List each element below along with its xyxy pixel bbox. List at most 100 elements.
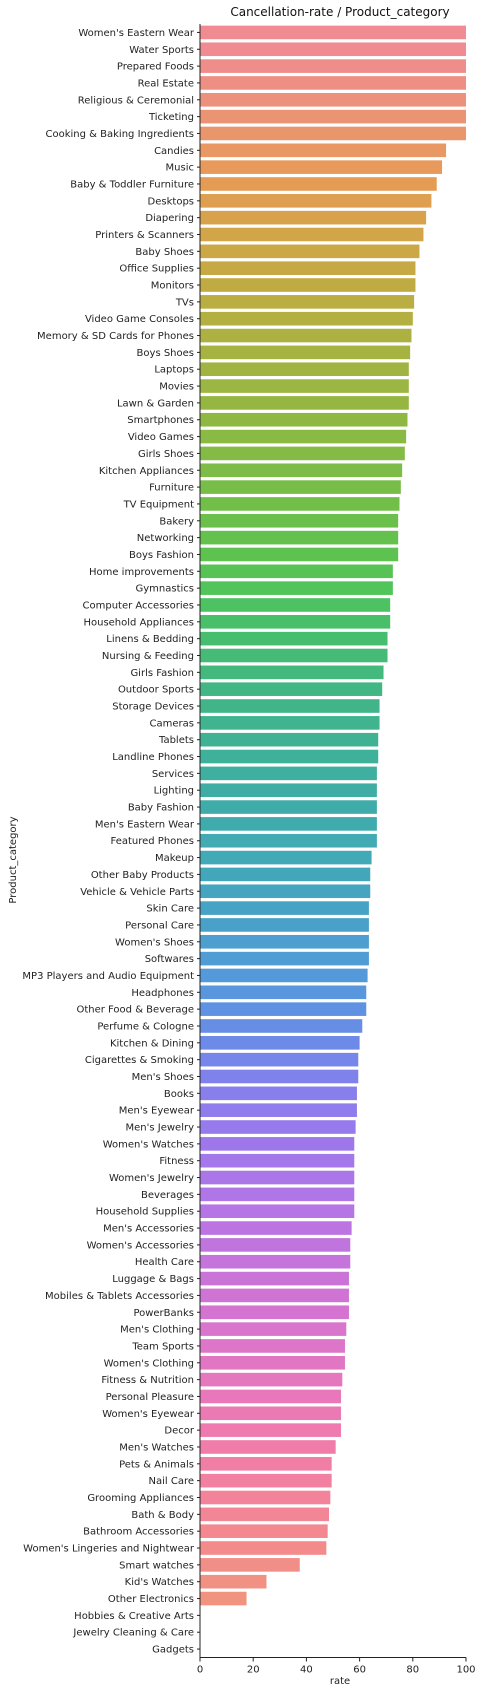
bar bbox=[200, 109, 466, 124]
bar bbox=[200, 328, 412, 343]
y-tick-label: Prepared Foods bbox=[117, 62, 194, 73]
bar bbox=[200, 1103, 357, 1117]
bar bbox=[200, 716, 380, 730]
y-tick-label: Music bbox=[166, 163, 194, 174]
bar bbox=[200, 463, 403, 478]
x-tick-label: 80 bbox=[406, 1664, 419, 1675]
y-tick-label: Featured Phones bbox=[110, 836, 194, 847]
x-axis-label: rate bbox=[330, 1676, 350, 1687]
y-tick-label: Women's Accessories bbox=[87, 1240, 194, 1251]
y-tick-label: Girls Fashion bbox=[130, 668, 194, 679]
y-tick-label: Personal Pleasure bbox=[106, 1392, 194, 1403]
y-tick-label: Skin Care bbox=[146, 904, 194, 915]
bar bbox=[200, 1305, 349, 1320]
bar bbox=[200, 446, 405, 461]
y-tick-label: Diapering bbox=[145, 213, 194, 224]
bar bbox=[200, 1137, 355, 1151]
y-tick-label: Water Sports bbox=[129, 45, 194, 56]
y-tick-label: Fitness bbox=[159, 1156, 194, 1167]
bar bbox=[200, 1238, 351, 1252]
y-tick-label: Printers & Scanners bbox=[95, 230, 194, 241]
bar bbox=[200, 547, 399, 562]
y-tick-label: Women's Jewelry bbox=[109, 1173, 194, 1184]
y-tick-label: Vehicle & Vehicle Parts bbox=[80, 887, 194, 898]
bar bbox=[200, 210, 427, 225]
y-tick-label: Books bbox=[164, 1089, 194, 1100]
y-tick-label: Linens & Bedding bbox=[106, 634, 194, 645]
y-tick-label: Gadgets bbox=[152, 1645, 194, 1656]
y-tick-label: Baby Shoes bbox=[135, 247, 194, 258]
bar bbox=[200, 1069, 359, 1084]
bar bbox=[200, 497, 400, 511]
bar bbox=[200, 412, 408, 427]
bar bbox=[200, 1389, 341, 1404]
y-tick-label: Boys Fashion bbox=[129, 550, 194, 561]
y-tick-label: Mobiles & Tablets Accessories bbox=[45, 1291, 194, 1302]
y-tick-label: Bath & Body bbox=[131, 1510, 194, 1521]
bar bbox=[200, 345, 411, 360]
bar bbox=[200, 631, 388, 646]
y-tick-label: Services bbox=[152, 769, 194, 780]
y-tick-label: Lighting bbox=[154, 786, 194, 797]
bar bbox=[200, 429, 407, 444]
y-tick-label: Home improvements bbox=[89, 567, 194, 578]
y-tick-label: Girls Shoes bbox=[138, 449, 194, 460]
y-tick-label: Office Supplies bbox=[119, 264, 194, 275]
bar bbox=[200, 766, 377, 781]
bar bbox=[200, 833, 377, 848]
bar bbox=[200, 1170, 355, 1185]
y-tick-label: Luggage & Bags bbox=[112, 1274, 194, 1285]
bar bbox=[200, 615, 391, 629]
bar bbox=[200, 884, 371, 899]
y-tick-label: Women's Eastern Wear bbox=[78, 28, 195, 39]
x-axis: 0 20 40 60 80 100 bbox=[197, 1656, 476, 1675]
y-axis-label: Product_category bbox=[8, 816, 19, 903]
y-tick-label: Grooming Appliances bbox=[87, 1493, 194, 1504]
x-tick-label: 0 bbox=[197, 1664, 203, 1675]
y-tick-label: Women's Shoes bbox=[115, 937, 194, 948]
y-tick-label: Men's Eastern Wear bbox=[95, 819, 195, 830]
bar bbox=[200, 665, 384, 680]
y-tick-label: Outdoor Sports bbox=[118, 685, 194, 696]
bar bbox=[200, 901, 369, 915]
y-tick-label: Furniture bbox=[149, 483, 194, 494]
bar bbox=[200, 1591, 247, 1606]
bar bbox=[200, 985, 367, 1000]
y-tick-label: Tablets bbox=[158, 735, 194, 746]
bar bbox=[200, 1457, 332, 1471]
bar bbox=[200, 92, 466, 107]
y-tick-label: Other Electronics bbox=[108, 1594, 194, 1605]
bar bbox=[200, 1322, 347, 1336]
y-tick-label: Other Baby Products bbox=[91, 870, 194, 881]
y-tick-label: PowerBanks bbox=[133, 1308, 194, 1319]
y-tick-label: Men's Watches bbox=[119, 1442, 194, 1453]
y-tick-label: Personal Care bbox=[125, 920, 194, 931]
y-tick-label: Monitors bbox=[151, 281, 194, 292]
bar bbox=[200, 1271, 349, 1286]
bar bbox=[200, 42, 466, 57]
bar bbox=[200, 1355, 345, 1370]
y-tick-label: Smartphones bbox=[127, 415, 194, 426]
bar bbox=[200, 1440, 336, 1454]
y-tick-label: Gymnastics bbox=[136, 584, 195, 595]
bar bbox=[200, 1187, 355, 1202]
y-tick-label: Nail Care bbox=[149, 1476, 195, 1487]
y-tick-label: Networking bbox=[137, 533, 194, 544]
y-tick-label: Women's Lingeries and Nightwear bbox=[23, 1544, 195, 1555]
y-tick-label: Men's Accessories bbox=[103, 1224, 194, 1235]
bar bbox=[200, 1288, 349, 1303]
bar bbox=[200, 362, 409, 377]
bar bbox=[200, 867, 371, 882]
y-tick-label: Other Food & Beverage bbox=[76, 1005, 194, 1016]
bar bbox=[200, 513, 399, 528]
bar bbox=[200, 951, 369, 966]
bar bbox=[200, 1019, 363, 1033]
bar bbox=[200, 1524, 328, 1538]
y-tick-label: Men's Jewelry bbox=[126, 1123, 195, 1134]
bar bbox=[200, 1036, 360, 1050]
bar bbox=[200, 968, 368, 983]
y-tick-label: Baby & Toddler Furniture bbox=[70, 179, 194, 190]
x-tick-label: 20 bbox=[247, 1664, 260, 1675]
y-tick-label: Storage Devices bbox=[112, 702, 194, 713]
bar bbox=[200, 682, 383, 696]
